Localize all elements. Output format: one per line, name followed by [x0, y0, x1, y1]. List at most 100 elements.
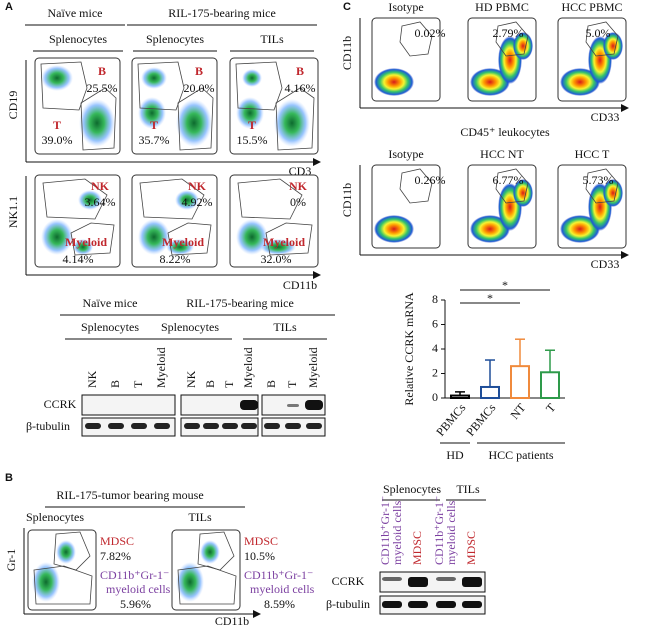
label: Isotype — [388, 0, 423, 14]
lane-label: CD11b⁺Gr-1⁻ — [378, 496, 392, 565]
band — [222, 423, 238, 429]
lane-label: B — [108, 380, 122, 388]
gate — [80, 87, 117, 151]
gate-percent: 0.26% — [415, 173, 446, 187]
label: Splenocytes — [146, 32, 204, 46]
gate-percent: 32.0% — [261, 252, 292, 266]
gate-percent: 0.02% — [415, 26, 446, 40]
gate-label: T — [53, 118, 61, 132]
gate-percent: 5.0% — [586, 26, 611, 40]
gate — [167, 222, 212, 256]
band — [154, 423, 170, 429]
gate-percent: 4.14% — [63, 252, 94, 266]
gate — [275, 87, 315, 151]
gate-percent: 8.22% — [160, 252, 191, 266]
gate-percent: 8.59% — [264, 597, 295, 611]
x-tick-label: NT — [507, 400, 528, 422]
cell-density — [41, 65, 73, 91]
label: Naïve mice — [83, 296, 138, 310]
x-tick-label: PBMCs — [463, 400, 498, 438]
gate — [399, 21, 433, 57]
significance-mark: * — [487, 291, 493, 305]
band — [85, 423, 101, 429]
cell-density — [200, 540, 220, 564]
band — [184, 423, 200, 429]
cell-density — [141, 67, 167, 89]
bar — [540, 371, 560, 399]
lane-label: MDSC — [464, 531, 478, 565]
gate — [495, 168, 529, 204]
gate-label: CD11b⁺Gr-1⁻ — [244, 568, 313, 582]
gate-label: Myeloid — [65, 235, 107, 249]
lane-label: NK — [184, 370, 198, 388]
cell-density — [470, 68, 510, 96]
band — [408, 577, 428, 587]
lane-label: NK — [85, 370, 99, 388]
label: C — [343, 1, 351, 13]
gate — [42, 178, 108, 220]
label: HCC T — [575, 147, 610, 161]
label: A — [5, 1, 13, 13]
cell-density — [73, 239, 93, 255]
band — [382, 601, 402, 608]
band — [436, 577, 456, 581]
band — [408, 601, 428, 608]
lane-label: B — [264, 380, 278, 388]
gate-label: MDSC — [244, 534, 278, 548]
blot — [379, 595, 486, 615]
label: RIL-175-bearing mice — [168, 6, 276, 20]
gate-percent: 4.16% — [285, 81, 316, 95]
band — [131, 423, 147, 429]
label: Naïve mice — [48, 6, 103, 20]
label: B — [5, 472, 13, 484]
band — [287, 404, 299, 407]
gate — [137, 61, 185, 111]
gate — [177, 87, 214, 151]
cell-density — [374, 68, 414, 96]
lane-label: T — [285, 380, 299, 388]
row-label: β-tubulin — [26, 419, 70, 433]
row-label: CCRK — [332, 574, 365, 588]
gate — [495, 21, 529, 57]
axis-label: CD11b — [340, 183, 354, 217]
gate-label: myeloid cells — [250, 582, 315, 596]
gate — [585, 168, 619, 204]
axis-label: CD3 — [289, 164, 312, 178]
label: TILs — [188, 510, 212, 524]
gate — [33, 565, 93, 605]
lane-label: myeloid cells — [390, 500, 404, 565]
cell-density — [560, 68, 600, 96]
cell-density — [176, 99, 212, 147]
lane-label: Myeloid — [306, 347, 320, 388]
cell-density — [374, 215, 414, 243]
label: Splenocytes — [161, 320, 219, 334]
band — [241, 423, 257, 429]
lane-label: Myeloid — [241, 347, 255, 388]
cell-density — [138, 219, 170, 255]
axis-label: CD11b — [215, 614, 249, 627]
cell-density — [32, 562, 60, 602]
band — [436, 601, 456, 608]
gate-label: MDSC — [100, 534, 134, 548]
cell-density — [274, 99, 310, 147]
cell-density — [78, 190, 102, 210]
gate — [265, 222, 313, 256]
gate-label: Myeloid — [162, 235, 204, 249]
cell-density — [166, 239, 194, 255]
gate-percent: 0% — [290, 195, 306, 209]
cell-density — [560, 215, 600, 243]
gate-label: CD11b⁺Gr-1⁻ — [100, 568, 169, 582]
band — [203, 423, 219, 429]
gate-percent: 10.5% — [244, 549, 275, 563]
axis-label: CD19 — [6, 91, 20, 120]
blot — [81, 417, 176, 437]
label: Splenocytes — [81, 320, 139, 334]
gate-percent: 39.0% — [42, 133, 73, 147]
axis-label: Gr-1 — [4, 549, 18, 571]
gate — [40, 61, 88, 111]
lane-label: CD11b⁺Gr-1⁻ — [432, 496, 446, 565]
gate-label: myeloid cells — [106, 582, 171, 596]
gate-label: NK — [91, 179, 110, 193]
cell-density — [56, 540, 76, 564]
label: TILs — [273, 320, 297, 334]
